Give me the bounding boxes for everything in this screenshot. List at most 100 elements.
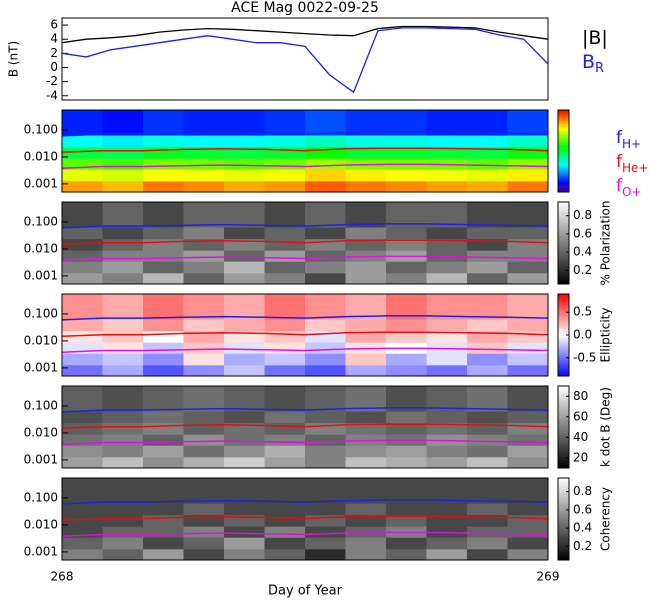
heatmap-cell [305, 180, 346, 193]
heatmap-cell [102, 202, 144, 228]
heatmap-cell [305, 411, 346, 424]
heatmap-cell [223, 110, 266, 136]
heatmap-cell [62, 238, 103, 251]
heatmap-cell [466, 386, 509, 412]
heatmap-cell [305, 478, 346, 504]
heatmap-cell [305, 330, 346, 343]
y-tick-label: 0.010 [24, 425, 58, 439]
heatmap-cell [183, 503, 225, 516]
heatmap-cell [426, 503, 468, 516]
heatmap-cell [264, 250, 306, 262]
heatmap-cell [507, 294, 549, 320]
heatmap-cell [183, 434, 225, 446]
heatmap-cell [143, 364, 184, 377]
colorbar-cell [558, 228, 569, 232]
colorbar-cell [558, 351, 569, 354]
colorbar-cell [558, 167, 569, 170]
heatmap-cell [386, 537, 427, 550]
heatmap-cell [102, 386, 144, 412]
heatmap-cell [183, 227, 225, 240]
heatmap-cell [305, 503, 346, 516]
heatmap-cell [466, 548, 509, 561]
y-tick-label: 0.100 [24, 398, 58, 412]
colorbar-cell [558, 347, 569, 350]
heatmap-cell [345, 514, 387, 527]
colorbar-cell [558, 271, 569, 275]
colorbar-cell [558, 185, 569, 189]
heatmap-cell [264, 456, 306, 469]
colorbar-cell [558, 269, 569, 273]
heatmap-cell [426, 526, 468, 538]
colorbar-cell [558, 406, 569, 409]
colorbar-cell [558, 208, 569, 211]
heatmap-cell [345, 330, 387, 343]
heatmap-cell [102, 353, 144, 366]
colorbar-cell [558, 202, 569, 205]
heatmap-cell [62, 422, 103, 435]
heatmap-cell [386, 261, 427, 274]
heatmap-cell [466, 294, 509, 320]
colorbar-cell [558, 502, 569, 506]
colorbar-cell [558, 206, 569, 209]
heatmap-cell [507, 364, 549, 377]
heatmap-cell [143, 146, 184, 159]
colorbar-cell [558, 328, 569, 332]
heatmap-cell [62, 456, 103, 469]
colorbar-cell [558, 179, 569, 183]
heatmap-cell [223, 503, 266, 516]
colorbar-cell [558, 204, 569, 207]
heatmap-cell [223, 250, 266, 262]
colorbar-cell [558, 332, 569, 336]
colorbar-cell [558, 398, 569, 401]
y-tick-label: 0 [50, 60, 58, 74]
heatmap-cell [264, 202, 306, 228]
legend-name: f [616, 128, 623, 148]
colorbar-cell [558, 490, 569, 493]
colorbar-cell [558, 447, 569, 450]
heatmap-cell [507, 169, 549, 182]
heatmap-cell [507, 537, 549, 550]
colorbar-cell [558, 394, 569, 397]
heatmap-cell [223, 422, 266, 435]
heatmap-cell [305, 548, 346, 561]
heatmap-cell [466, 445, 509, 458]
heatmap-cell [507, 146, 549, 159]
heatmap-cell [223, 386, 266, 412]
colorbar-tick-label: 0.2 [573, 263, 592, 277]
gyrofrequency-line [61, 239, 549, 245]
heatmap-cell [507, 250, 549, 262]
colorbar-cell [558, 222, 569, 225]
heatmap-cell [102, 169, 144, 182]
heatmap-cell [426, 478, 468, 504]
heatmap-cell [426, 364, 468, 377]
chart-title: ACE Mag 0022-09-25 [231, 0, 379, 16]
heatmap-cell [466, 456, 509, 469]
colorbar-cell [558, 512, 569, 516]
colorbar-cell [558, 337, 569, 340]
heatmap-cell [223, 330, 266, 343]
colorbar-tick-label: 0.0 [573, 328, 592, 342]
colorbar-cell [558, 445, 569, 448]
heatmap-cell [345, 110, 387, 136]
heatmap-cell [305, 514, 346, 527]
heatmap-cell [345, 342, 387, 354]
colorbar-cell [558, 161, 569, 164]
heatmap-cell [183, 342, 225, 354]
heatmap-cell [345, 319, 387, 332]
colorbar-cell [558, 402, 569, 405]
colorbar-cell [558, 400, 569, 403]
colorbar-cell [558, 110, 569, 113]
colorbar-cell [558, 504, 569, 508]
heatmap-cell [305, 110, 346, 136]
heatmap-cell [102, 445, 144, 458]
heatmap-cell [143, 456, 184, 469]
colorbar-cell [558, 506, 569, 510]
colorbar-cell [558, 155, 569, 158]
colorbar-cell [558, 302, 569, 305]
colorbar-cell [558, 234, 569, 238]
heatmap-cell [466, 411, 509, 424]
colorbar-cell [558, 553, 569, 557]
heatmap-cell [183, 272, 225, 285]
heatmap-cell [102, 503, 144, 516]
colorbar-cell [558, 300, 569, 303]
